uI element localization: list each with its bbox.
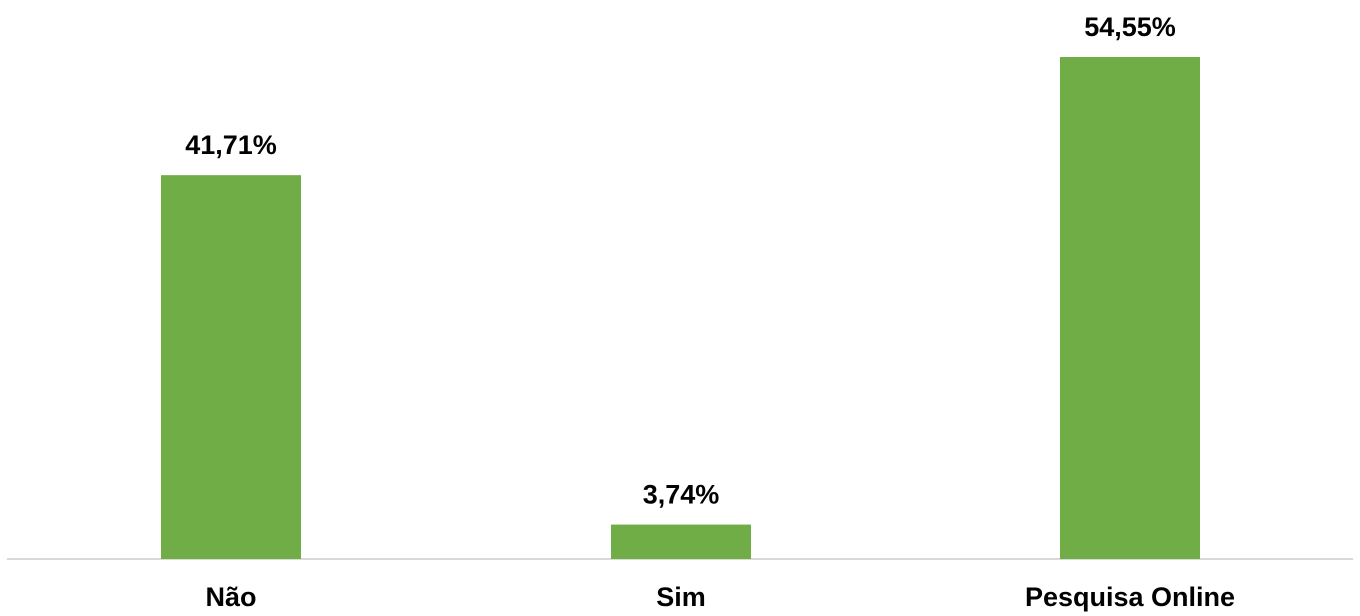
data-label-2: 54,55% — [1084, 12, 1176, 42]
data-label-1: 3,74% — [643, 480, 720, 510]
category-label-1: Sim — [656, 582, 706, 612]
bar-1 — [611, 524, 751, 559]
bar-0 — [161, 175, 301, 559]
bar-2 — [1060, 57, 1200, 559]
data-label-0: 41,71% — [185, 130, 277, 160]
category-label-2: Pesquisa Online — [1025, 582, 1235, 612]
category-label-0: Não — [205, 582, 256, 612]
